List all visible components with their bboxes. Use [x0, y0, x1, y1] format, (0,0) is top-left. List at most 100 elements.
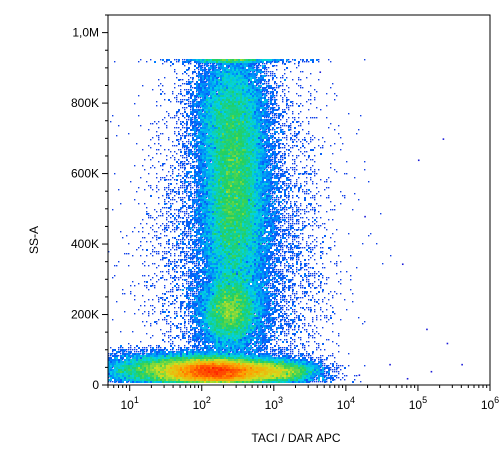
event-density-cell: [206, 225, 208, 227]
event-density-cell: [280, 207, 282, 209]
event-density-cell: [284, 157, 286, 159]
event-density-cell: [220, 91, 222, 93]
event-density-cell: [220, 139, 222, 141]
event-density-cell: [286, 135, 288, 137]
event-density-cell: [244, 169, 246, 171]
event-density-cell: [234, 115, 236, 117]
event-density-cell: [264, 69, 266, 71]
event-density-cell: [208, 107, 210, 109]
event-density-cell: [220, 159, 222, 161]
event-density-cell: [222, 181, 224, 183]
event-density-cell: [272, 141, 274, 143]
event-density-cell: [292, 185, 294, 187]
event-density-cell: [286, 139, 288, 141]
event-density-cell: [234, 101, 236, 103]
event-density-cell: [230, 189, 232, 191]
event-density-cell: [240, 109, 242, 111]
event-density-cell: [320, 205, 322, 207]
event-density-cell: [250, 219, 252, 221]
event-density-cell: [240, 103, 242, 105]
event-density-cell: [238, 157, 240, 159]
event-density-cell: [266, 91, 268, 93]
event-density-cell: [200, 133, 202, 135]
event-density-cell: [148, 145, 150, 147]
event-density-cell: [228, 231, 230, 233]
event-density-cell: [288, 179, 290, 181]
event-density-cell: [258, 217, 260, 219]
event-density-cell: [300, 233, 302, 235]
event-density-cell: [182, 235, 184, 237]
event-density-cell: [192, 115, 194, 117]
event-density-cell: [188, 207, 190, 209]
event-density-cell: [272, 111, 274, 113]
event-density-cell: [218, 185, 220, 187]
event-density-cell: [258, 169, 260, 171]
event-density-cell: [236, 65, 238, 67]
event-density-cell: [240, 147, 242, 149]
event-density-cell: [310, 197, 312, 199]
event-density-cell: [252, 231, 254, 233]
event-density-cell: [172, 171, 174, 173]
event-density-cell: [220, 73, 222, 75]
event-density-cell: [226, 181, 228, 183]
event-density-cell: [188, 67, 190, 69]
event-density-cell: [302, 227, 304, 229]
event-density-cell: [198, 207, 200, 209]
event-density-cell: [258, 151, 260, 153]
event-density-cell: [264, 161, 266, 163]
event-density-cell: [200, 115, 202, 117]
event-density-cell: [248, 197, 250, 199]
event-density-cell: [256, 149, 258, 151]
event-density-cell: [210, 79, 212, 81]
event-density-cell: [184, 191, 186, 193]
event-density-cell: [270, 187, 272, 189]
event-density-cell: [236, 143, 238, 145]
event-density-cell: [278, 87, 280, 89]
event-density-cell: [262, 175, 264, 177]
event-density-cell: [210, 177, 212, 179]
event-density-cell: [196, 211, 198, 213]
event-density-cell: [206, 121, 208, 123]
event-density-cell: [242, 157, 244, 159]
event-density-cell: [268, 59, 270, 61]
event-density-cell: [260, 189, 262, 191]
event-density-cell: [164, 227, 166, 229]
event-density-cell: [298, 117, 300, 119]
event-density-cell: [286, 119, 288, 121]
event-density-cell: [198, 227, 200, 229]
event-density-cell: [250, 169, 252, 171]
event-density-cell: [226, 103, 228, 105]
event-density-cell: [284, 209, 286, 211]
event-density-cell: [288, 109, 290, 111]
event-density-cell: [300, 85, 302, 87]
event-density-cell: [158, 143, 160, 145]
event-density-cell: [260, 149, 262, 151]
event-density-cell: [226, 189, 228, 191]
event-density-cell: [286, 101, 288, 103]
event-density-cell: [212, 133, 214, 135]
event-density-cell: [264, 93, 266, 95]
event-density-cell: [196, 221, 198, 223]
event-density-cell: [190, 81, 192, 83]
event-density-cell: [270, 165, 272, 167]
event-density-cell: [204, 59, 206, 61]
event-density-cell: [206, 171, 208, 173]
event-density-cell: [192, 217, 194, 219]
event-density-cell: [250, 213, 252, 215]
event-density-cell: [214, 93, 216, 95]
event-density-cell: [210, 159, 212, 161]
event-density-cell: [250, 189, 252, 191]
event-density-cell: [280, 125, 282, 127]
event-density-cell: [130, 181, 132, 183]
event-density-cell: [248, 143, 250, 145]
event-density-cell: [242, 145, 244, 147]
event-density-cell: [254, 145, 256, 147]
event-density-cell: [190, 171, 192, 173]
event-density-cell: [236, 75, 238, 77]
event-density-cell: [232, 79, 234, 81]
event-density-cell: [240, 117, 242, 119]
event-density-cell: [280, 213, 282, 215]
event-density-cell: [302, 105, 304, 107]
event-density-cell: [230, 91, 232, 93]
event-density-cell: [260, 123, 262, 125]
